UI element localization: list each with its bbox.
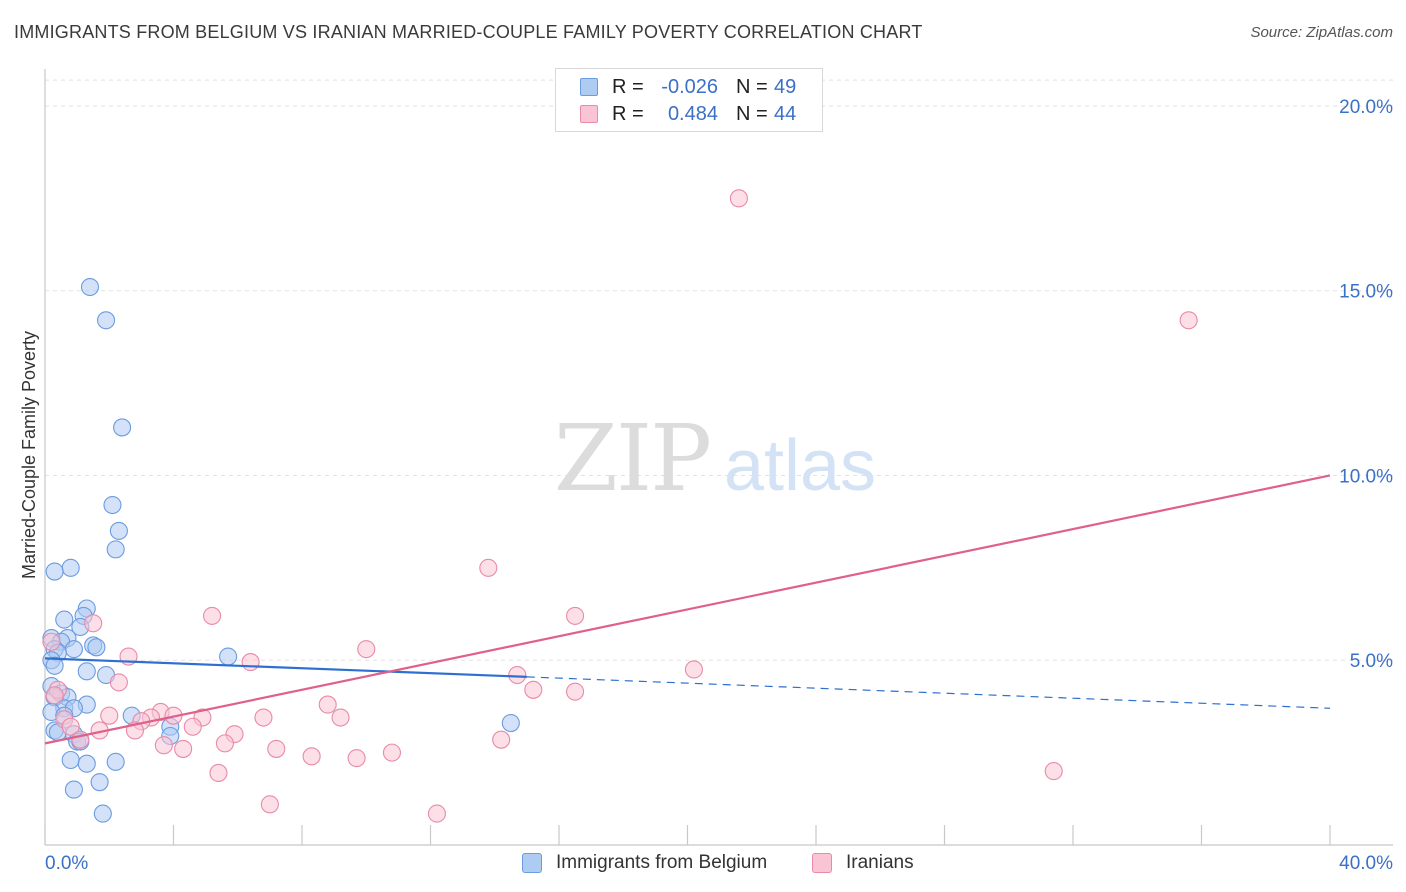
- source-credit: Source: ZipAtlas.com: [1250, 24, 1393, 41]
- point-belgium: [77, 662, 96, 681]
- legend-label-belgium: Immigrants from Belgium: [556, 852, 768, 873]
- point-iranians: [492, 730, 511, 749]
- point-iranians: [302, 747, 321, 766]
- point-belgium: [77, 754, 96, 773]
- legend-swatch-iranians: [812, 853, 832, 873]
- point-belgium: [55, 610, 74, 629]
- x-tick-label: 40.0%: [1339, 853, 1393, 874]
- legend-item-iranians[interactable]: Iranians: [812, 852, 914, 874]
- point-belgium: [61, 750, 80, 770]
- legend-item-belgium[interactable]: Immigrants from Belgium: [522, 852, 767, 874]
- data-points: [42, 189, 1198, 823]
- legend-label-iranians: Iranians: [846, 852, 914, 873]
- watermark-zip: ZIP: [554, 405, 710, 512]
- legend-r-value: 0.484: [667, 102, 718, 125]
- point-iranians: [109, 673, 128, 692]
- point-belgium: [106, 540, 125, 559]
- axes: [44, 69, 1393, 846]
- point-iranians: [357, 640, 376, 659]
- point-iranians: [45, 686, 64, 705]
- y-tick-label: 15.0%: [1339, 282, 1393, 303]
- point-belgium: [64, 780, 83, 799]
- trend-line-belgium: [44, 657, 527, 678]
- point-iranians: [684, 660, 703, 679]
- legend-r-label: R =: [612, 75, 644, 98]
- y-axis-label: Married-Couple Family Poverty: [19, 331, 39, 579]
- trend-line-belgium-extension: [526, 676, 1331, 709]
- y-tick-label: 5.0%: [1350, 651, 1393, 672]
- point-belgium: [45, 562, 64, 581]
- y-tick-label: 10.0%: [1339, 466, 1393, 487]
- legend-n-value: 49: [774, 75, 797, 98]
- point-iranians: [566, 606, 585, 625]
- legend-swatch-belgium: [522, 853, 542, 873]
- correlation-legend: R = -0.026 N = 49 R = 0.484 N = 44: [555, 68, 823, 132]
- series-legend: Immigrants from Belgium Iranians: [0, 852, 1406, 878]
- legend-r-value: -0.026: [661, 75, 718, 98]
- point-iranians: [1179, 311, 1198, 330]
- legend-swatch-iranians: [580, 105, 598, 123]
- legend-row-iranians: R = 0.484 N = 44: [580, 102, 796, 126]
- point-belgium: [219, 647, 238, 666]
- point-belgium: [103, 495, 122, 515]
- point-belgium: [90, 773, 109, 792]
- point-iranians: [100, 706, 119, 725]
- point-iranians: [183, 717, 202, 736]
- legend-swatch-belgium: [580, 78, 598, 96]
- point-belgium: [87, 638, 106, 657]
- point-iranians: [347, 749, 366, 768]
- point-belgium: [96, 311, 116, 330]
- point-iranians: [566, 682, 585, 701]
- gridlines: [45, 79, 1393, 661]
- point-iranians: [1044, 762, 1063, 781]
- point-iranians: [42, 632, 61, 651]
- point-iranians: [209, 763, 228, 782]
- point-belgium: [80, 277, 100, 297]
- point-belgium: [106, 752, 125, 771]
- chart-title: IMMIGRANTS FROM BELGIUM VS IRANIAN MARRI…: [14, 22, 923, 42]
- point-belgium: [45, 656, 64, 675]
- point-iranians: [154, 736, 173, 755]
- point-iranians: [427, 804, 446, 823]
- tick-labels: 5.0% 10.0% 15.0% 20.0% 0.0% 40.0%: [45, 97, 1393, 874]
- point-iranians: [84, 614, 103, 633]
- point-iranians: [174, 739, 193, 758]
- point-iranians: [318, 695, 337, 714]
- point-iranians: [524, 680, 543, 699]
- y-tick-label: 20.0%: [1339, 97, 1393, 118]
- point-iranians: [479, 558, 498, 577]
- legend-n-label: N =: [736, 102, 768, 125]
- point-iranians: [260, 795, 279, 814]
- legend-r-label: R =: [612, 102, 644, 125]
- legend-n-label: N =: [736, 75, 768, 98]
- point-iranians: [382, 743, 402, 762]
- x-tick-label: 0.0%: [45, 853, 88, 874]
- point-iranians: [203, 606, 222, 625]
- trend-lines: [44, 474, 1331, 745]
- point-iranians: [241, 653, 260, 672]
- watermark-atlas: atlas: [724, 426, 876, 506]
- watermark: ZIP atlas: [554, 405, 876, 512]
- point-iranians: [61, 717, 80, 736]
- point-belgium: [501, 714, 520, 733]
- point-belgium: [113, 418, 132, 437]
- trend-line-iranians: [44, 474, 1331, 745]
- point-iranians: [267, 739, 286, 758]
- point-belgium: [109, 521, 128, 540]
- point-iranians: [331, 708, 350, 727]
- point-iranians: [729, 189, 748, 208]
- point-iranians: [215, 734, 234, 753]
- legend-n-value: 44: [774, 102, 797, 125]
- point-belgium: [64, 640, 83, 659]
- point-iranians: [254, 708, 273, 727]
- legend-row-belgium: R = -0.026 N = 49: [580, 75, 796, 99]
- point-iranians: [508, 665, 527, 685]
- point-belgium: [93, 804, 112, 823]
- point-belgium: [61, 558, 80, 577]
